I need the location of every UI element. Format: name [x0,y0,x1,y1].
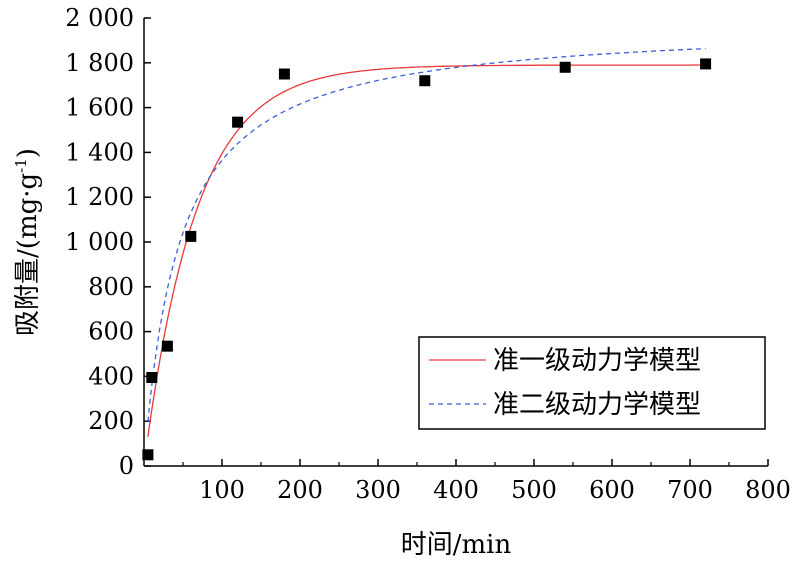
legend-box [418,336,766,430]
y-tick-label: 800 [88,273,134,301]
y-tick-label: 0 [119,452,134,480]
x-tick-label: 300 [355,476,401,504]
y-tick-label: 200 [88,407,134,435]
x-tick-label: 200 [277,476,323,504]
y-axis-title-close: ) [13,148,43,158]
data-point [142,449,154,461]
x-ticks: 100 200 300 400 500 600 700 800 [182,459,791,504]
x-tick-label: 600 [589,476,635,504]
x-tick-label: 700 [667,476,713,504]
y-tick-label: 1 400 [65,138,134,166]
y-ticks: 0 200 400 600 800 1 000 1 200 1 400 1 600 1 800 2 … [65,4,151,480]
y-tick-label: 2 000 [65,4,134,32]
data-point [700,58,712,70]
data-point [146,372,158,384]
data-point [559,61,571,73]
y-tick-label: 1 200 [65,183,134,211]
data-point [278,68,290,80]
data-point [185,230,197,242]
legend-label-series-2: 准二级动力学模型 [493,390,701,420]
legend: 准一级动力学模型 准二级动力学模型 [418,336,766,430]
x-tick-label: 800 [745,476,791,504]
x-axis-title: 时间/min [401,530,512,560]
data-point [232,116,244,128]
y-axis-title-superscript: -1 [12,158,30,173]
y-tick-label: 1 600 [65,94,134,122]
x-tick-label: 400 [433,476,479,504]
y-tick-label: 1 800 [65,49,134,77]
data-point [161,340,173,352]
y-tick-label: 1 000 [65,228,134,256]
y-axis-title-main: 吸附量/(mg·g [13,173,43,336]
x-tick-label: 100 [199,476,245,504]
data-point [419,75,431,87]
y-tick-label: 600 [88,318,134,346]
x-tick-label: 500 [511,476,557,504]
legend-label-series-1: 准一级动力学模型 [493,346,701,376]
y-axis-title: 吸附量/(mg·g-1) [12,148,43,336]
y-tick-label: 400 [88,362,134,390]
data-points [142,58,712,461]
